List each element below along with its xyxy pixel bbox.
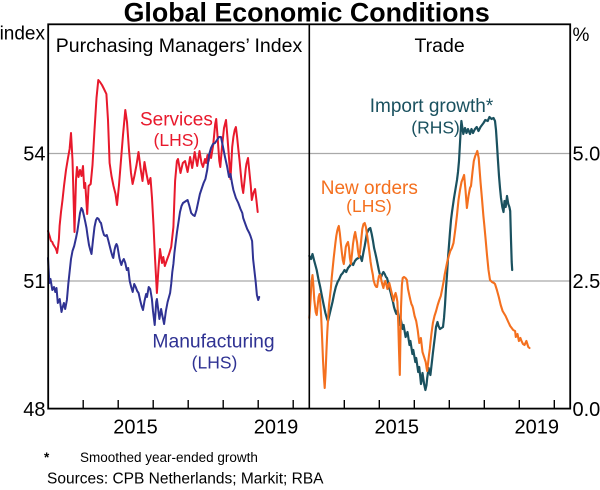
svg-text:(LHS): (LHS) (192, 353, 238, 373)
svg-text:48: 48 (23, 399, 45, 421)
svg-text:Trade: Trade (414, 35, 464, 57)
svg-text:Sources: CPB Netherlands; Mark: Sources: CPB Netherlands; Markit; RBA (47, 471, 324, 488)
svg-text:Manufacturing: Manufacturing (152, 332, 274, 353)
svg-text:0.0: 0.0 (573, 399, 600, 421)
svg-text:2019: 2019 (254, 417, 299, 439)
svg-text:2.5: 2.5 (573, 271, 600, 293)
svg-text:*: * (44, 450, 50, 465)
svg-text:Import growth*: Import growth* (370, 96, 494, 117)
svg-text:Services: Services (140, 110, 213, 131)
svg-text:%: % (573, 25, 590, 46)
svg-text:(LHS): (LHS) (154, 130, 200, 150)
svg-text:Purchasing Managers’ Index: Purchasing Managers’ Index (56, 35, 303, 57)
svg-text:51: 51 (23, 271, 45, 293)
svg-text:Global Economic Conditions: Global Economic Conditions (124, 0, 490, 27)
svg-text:2015: 2015 (113, 417, 158, 439)
svg-text:2015: 2015 (375, 417, 420, 439)
svg-text:New orders: New orders (321, 178, 418, 199)
svg-text:Smoothed year-ended growth: Smoothed year-ended growth (80, 450, 258, 465)
svg-text:5.0: 5.0 (573, 144, 600, 166)
svg-text:(LHS): (LHS) (346, 196, 392, 216)
svg-text:(RHS): (RHS) (411, 118, 460, 138)
svg-text:2019: 2019 (515, 417, 560, 439)
svg-text:index: index (0, 24, 46, 45)
svg-text:54: 54 (23, 144, 45, 166)
